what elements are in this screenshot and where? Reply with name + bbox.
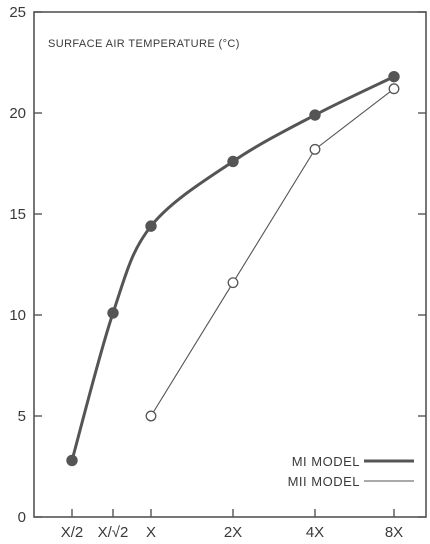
y-tick-label: 0 <box>18 509 26 526</box>
x-axis: X/2 X/√2 X 2X 4X 8X <box>61 509 403 541</box>
x-tick-label: 8X <box>385 524 403 541</box>
data-point <box>227 155 239 168</box>
y-tick-label: 5 <box>18 408 26 425</box>
x-tick-label: 2X <box>224 524 242 541</box>
series-line <box>70 75 395 461</box>
y-axis: 0 5 10 15 20 25 <box>9 4 426 526</box>
data-point <box>388 83 400 95</box>
series-mii-model <box>145 83 400 422</box>
data-point <box>309 143 321 155</box>
y-tick-label: 20 <box>9 105 26 122</box>
y-tick-label: 15 <box>9 206 26 223</box>
data-point <box>107 307 119 319</box>
series-layer <box>66 70 400 467</box>
x-tick-label: 4X <box>306 524 324 541</box>
legend-label-mi-model: MI MODEL <box>292 454 360 469</box>
data-point <box>66 454 78 467</box>
legend: MI MODEL MII MODEL <box>288 454 414 489</box>
x-tick-label: X <box>146 524 156 541</box>
data-point <box>309 109 321 121</box>
data-point <box>145 410 157 422</box>
data-point <box>388 70 400 83</box>
y-tick-label: 10 <box>9 307 26 324</box>
data-point <box>227 277 239 289</box>
data-point <box>145 220 157 232</box>
plot-frame <box>33 11 427 518</box>
series-mi-model <box>66 70 400 467</box>
series-line <box>150 88 395 417</box>
chart-title: SURFACE AIR TEMPERATURE (°C) <box>48 38 240 50</box>
y-tick-label: 25 <box>9 4 26 21</box>
plot-border <box>33 11 427 518</box>
x-tick-label: X/2 <box>61 524 84 541</box>
x-tick-label: X/√2 <box>98 524 129 541</box>
legend-label-mii-model: MII MODEL <box>288 474 360 489</box>
